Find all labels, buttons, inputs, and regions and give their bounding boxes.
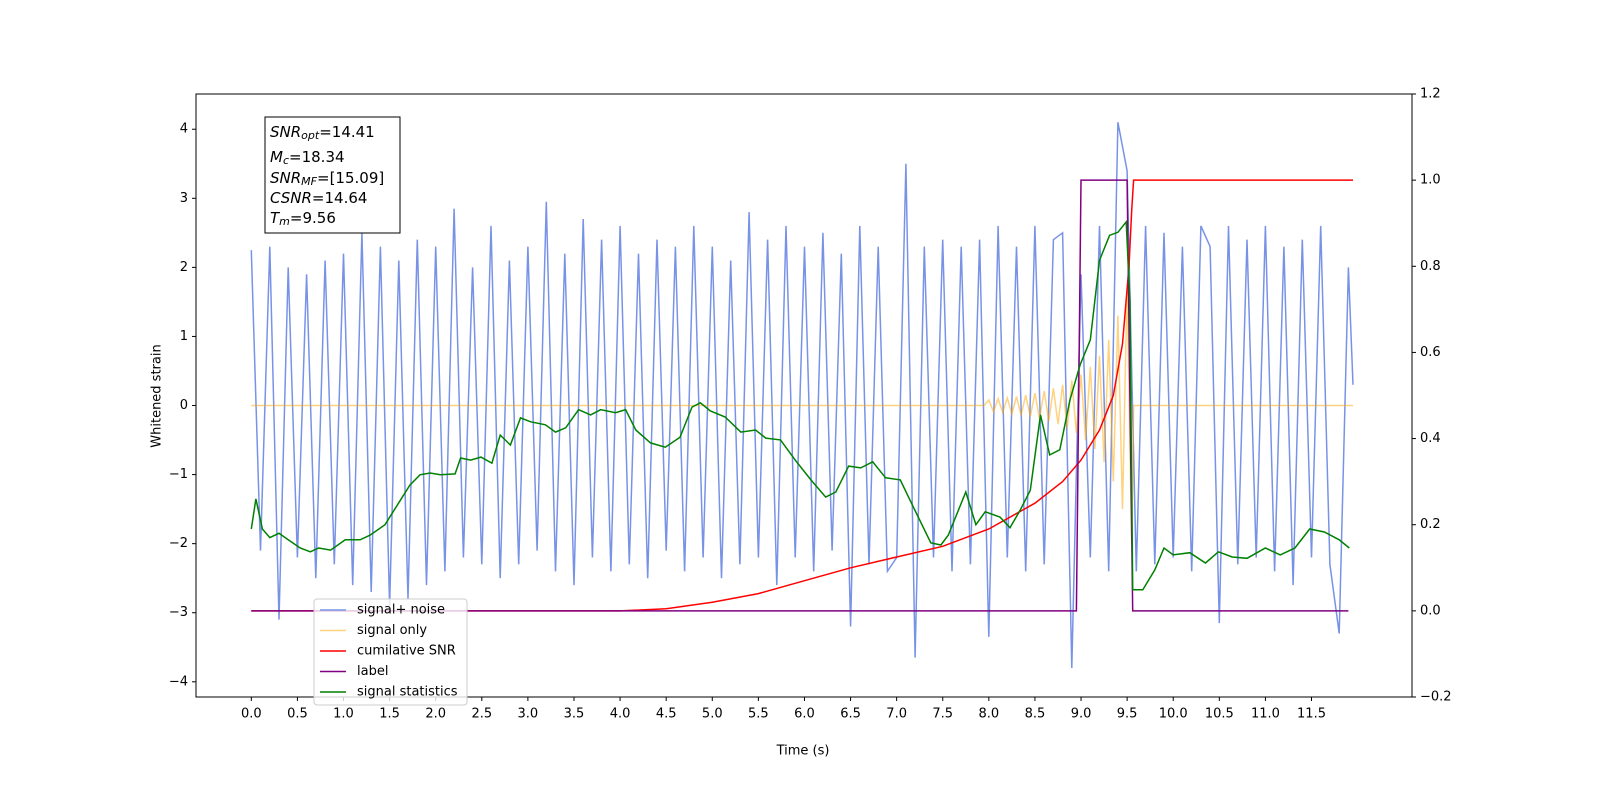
annotation-value: =[15.09] — [317, 169, 384, 187]
x-axis-label: Time (s) — [776, 744, 830, 759]
x-tick-label: 7.5 — [932, 707, 953, 722]
annotation-box: SNRopt=14.41Mc=18.34SNRMF=[15.09]CSNR=14… — [264, 116, 401, 234]
y-tick-label: −2 — [169, 536, 188, 551]
y-tick-label: 4 — [180, 122, 188, 137]
y-tick-label: 3 — [180, 191, 188, 206]
x-tick-label: 5.0 — [702, 707, 723, 722]
legend-label: signal only — [357, 623, 427, 638]
annotation-subscript: c — [283, 154, 289, 167]
annotation-text: Tm=9.56 — [270, 209, 336, 229]
annotation-subscript: m — [279, 215, 290, 228]
x-tick-label: 0.0 — [241, 707, 262, 722]
x-tick-label: 8.5 — [1025, 707, 1046, 722]
series-line — [250, 122, 1354, 669]
x-tick-label: 0.5 — [287, 707, 308, 722]
annotation-symbol: M — [270, 148, 283, 166]
y-tick-label: 1 — [180, 329, 188, 344]
y2-tick-label: 0.0 — [1420, 603, 1441, 618]
legend-label: cumilative SNR — [357, 644, 456, 659]
series-line — [250, 219, 1350, 591]
annotation-text: CSNR=14.64 — [270, 189, 367, 207]
y2-tick-label: 0.8 — [1420, 259, 1441, 274]
annotation-text: SNRopt=14.41 — [270, 123, 375, 143]
x-tick-label: 3.0 — [518, 707, 539, 722]
x-tick-label: 4.5 — [656, 707, 677, 722]
x-tick-label: 6.5 — [840, 707, 861, 722]
x-tick-label: 5.5 — [748, 707, 769, 722]
x-tick-label: 3.5 — [564, 707, 585, 722]
series-line — [251, 284, 1353, 544]
y2-tick-label: 1.0 — [1420, 173, 1441, 188]
annotation-symbol: SNR — [270, 169, 301, 187]
y-axis-label: Whitened strain — [150, 344, 165, 447]
annotation-subscript: MF — [301, 175, 317, 188]
x-tick-label: 8.0 — [978, 707, 999, 722]
annotation-value: =9.56 — [290, 209, 336, 227]
x-tick-label: 9.0 — [1071, 707, 1092, 722]
x-tick-label: 10.0 — [1159, 707, 1188, 722]
y2-tick-label: −0.2 — [1420, 690, 1452, 705]
y-tick-label: −4 — [169, 674, 188, 689]
x-tick-label: 9.5 — [1117, 707, 1138, 722]
y-tick-label: 2 — [180, 260, 188, 275]
y-tick-label: −3 — [169, 605, 188, 620]
annotation-text: Mc=18.34 — [270, 148, 345, 168]
annotation-subscript: opt — [301, 129, 320, 142]
legend-label: signal statistics — [357, 685, 458, 700]
x-tick-label: 11.0 — [1251, 707, 1280, 722]
annotation-symbol: T — [270, 209, 281, 227]
y2-tick-label: 0.4 — [1420, 431, 1441, 446]
annotation-value: =18.34 — [289, 148, 345, 166]
annotation-symbol: SNR — [270, 123, 301, 141]
y-tick-label: −1 — [169, 467, 188, 482]
y2-tick-label: 0.6 — [1420, 345, 1441, 360]
annotation-text: SNRMF=[15.09] — [270, 169, 384, 189]
annotation-value: =14.41 — [319, 123, 375, 141]
legend-label: label — [357, 664, 388, 679]
legend: signal+ noise signal only cumilative SNR la… — [313, 598, 468, 706]
x-tick-label: 10.5 — [1205, 707, 1234, 722]
annotation-value: =14.64 — [312, 189, 368, 207]
x-tick-label: 1.0 — [333, 707, 354, 722]
series-line — [251, 179, 1349, 612]
annotation-frame — [264, 116, 401, 234]
legend-label: signal+ noise — [357, 603, 445, 618]
y2-tick-label: 1.2 — [1420, 87, 1441, 102]
x-tick-label: 2.5 — [471, 707, 492, 722]
x-tick-label: 7.0 — [886, 707, 907, 722]
annotation-symbol: CSNR — [270, 189, 312, 207]
y2-tick-label: 0.2 — [1420, 517, 1441, 532]
x-tick-label: 11.5 — [1297, 707, 1326, 722]
x-tick-label: 6.0 — [794, 707, 815, 722]
y-tick-label: 0 — [180, 398, 188, 413]
x-tick-label: 4.0 — [610, 707, 631, 722]
x-tick-label: 1.5 — [379, 707, 400, 722]
legend-frame — [313, 598, 468, 706]
x-tick-label: 2.0 — [425, 707, 446, 722]
